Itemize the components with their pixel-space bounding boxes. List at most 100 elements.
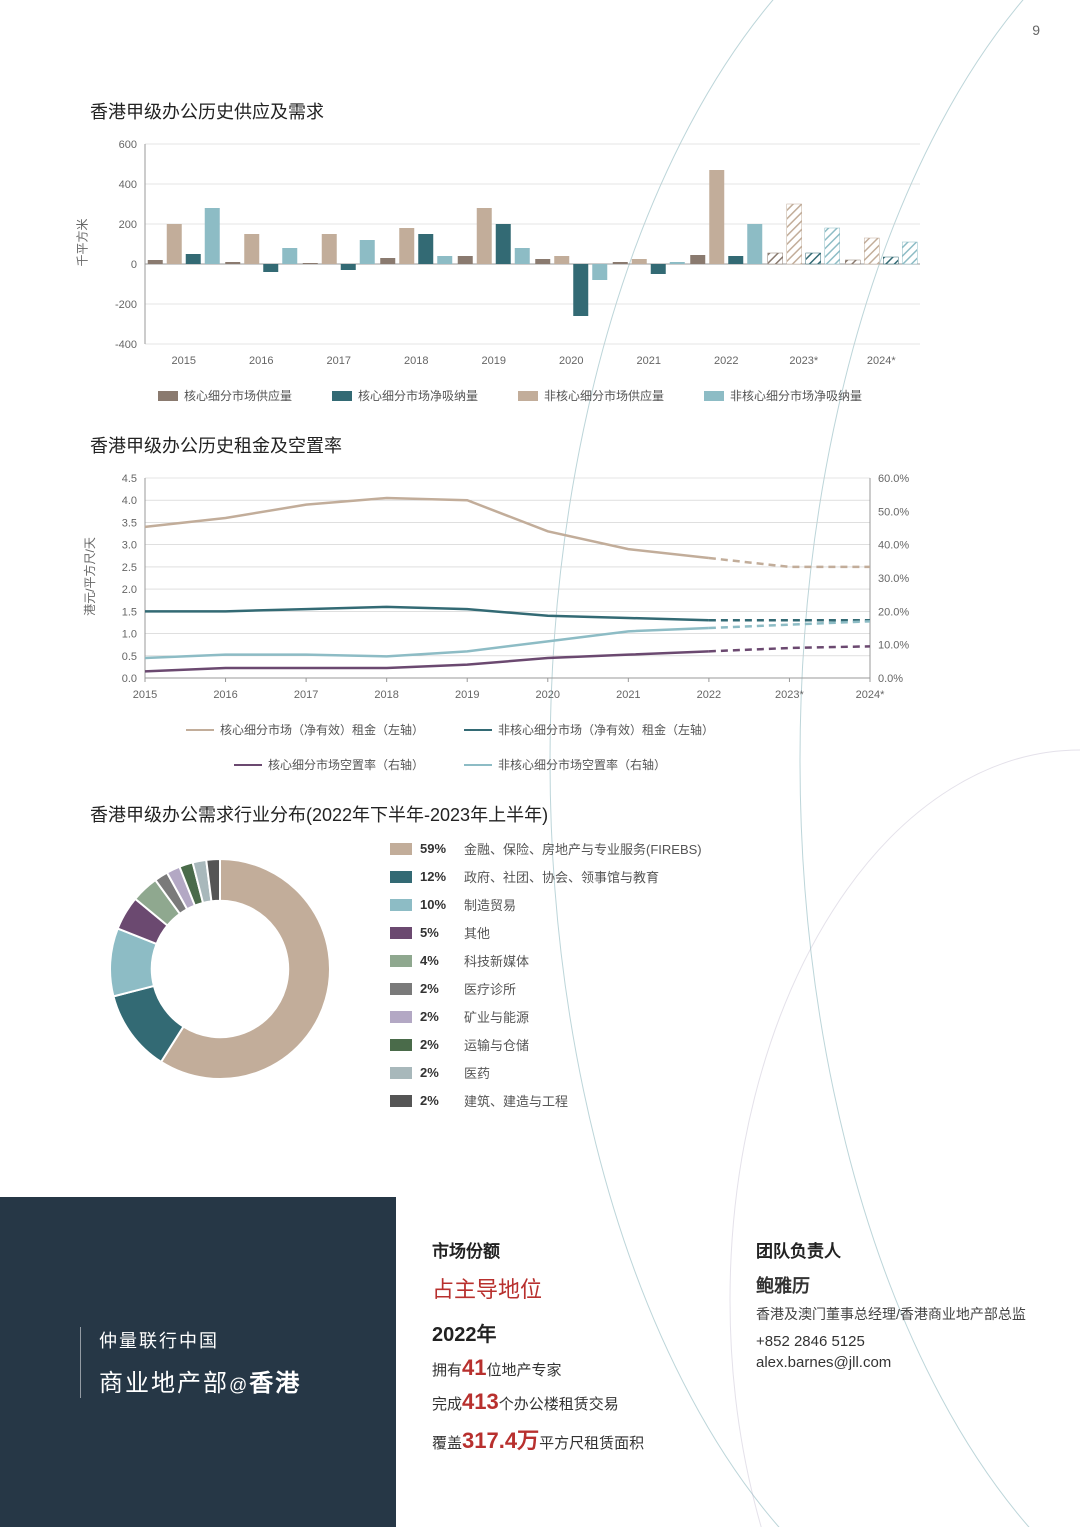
section1-title: 香港甲级办公历史供应及需求 bbox=[90, 98, 990, 124]
donut-label: 医药 bbox=[464, 1063, 490, 1082]
svg-text:2020: 2020 bbox=[536, 689, 560, 701]
donut-pct: 2% bbox=[420, 1009, 456, 1024]
donut-label: 其他 bbox=[464, 923, 490, 942]
market-share-year: 2022年 bbox=[432, 1318, 716, 1347]
donut-chart bbox=[90, 839, 350, 1099]
footer: 仲量联行中国 商业地产部@香港 市场份额 占主导地位 2022年 拥有41位地产… bbox=[0, 1197, 1080, 1527]
swatch bbox=[390, 1095, 412, 1107]
svg-text:2019: 2019 bbox=[455, 689, 479, 701]
svg-text:2.5: 2.5 bbox=[122, 562, 137, 574]
footer-at: @ bbox=[229, 1375, 249, 1395]
donut-label: 运输与仓储 bbox=[464, 1035, 529, 1054]
chart1-y-label: 千平方米 bbox=[74, 218, 91, 266]
swatch bbox=[390, 1067, 412, 1079]
donut-pct: 10% bbox=[420, 897, 456, 912]
stat-line: 覆盖317.4万平方尺租赁面积 bbox=[432, 1423, 716, 1455]
legend-label: 非核心细分市场（净有效）租金（左轴） bbox=[498, 721, 714, 738]
swatch bbox=[704, 391, 724, 401]
swatch bbox=[390, 843, 412, 855]
donut-pct: 12% bbox=[420, 869, 456, 884]
svg-text:2024*: 2024* bbox=[856, 689, 885, 701]
chart1-legend: 核心细分市场供应量 核心细分市场净吸纳量 非核心细分市场供应量 非核心细分市场净吸纳量 bbox=[90, 387, 930, 404]
svg-text:40.0%: 40.0% bbox=[878, 540, 909, 552]
footer-city: 香港 bbox=[249, 1370, 301, 1397]
svg-text:2021: 2021 bbox=[616, 689, 640, 701]
svg-text:2015: 2015 bbox=[133, 689, 157, 701]
svg-text:-200: -200 bbox=[115, 299, 137, 311]
donut-label: 金融、保险、房地产与专业服务(FIREBS) bbox=[464, 839, 702, 858]
svg-text:200: 200 bbox=[119, 219, 137, 231]
svg-text:2023*: 2023* bbox=[789, 355, 818, 367]
svg-text:0: 0 bbox=[131, 259, 137, 271]
svg-text:60.0%: 60.0% bbox=[878, 473, 909, 485]
svg-text:2022: 2022 bbox=[697, 689, 721, 701]
chart3-legend: 59% 金融、保险、房地产与专业服务(FIREBS) 12%政府、社团、协会、领事馆… bbox=[390, 839, 702, 1110]
chart2-y-label: 港元/平方尺/天 bbox=[81, 537, 98, 616]
svg-text:2022: 2022 bbox=[714, 355, 738, 367]
svg-text:2017: 2017 bbox=[327, 355, 351, 367]
swatch bbox=[390, 899, 412, 911]
svg-text:4.0: 4.0 bbox=[122, 495, 137, 507]
legend-item: 核心细分市场空置率（右轴） bbox=[234, 756, 424, 773]
svg-text:600: 600 bbox=[119, 139, 137, 151]
svg-text:2.0: 2.0 bbox=[122, 584, 137, 596]
svg-text:2015: 2015 bbox=[172, 355, 196, 367]
footer-brand-line2: 商业地产部@香港 bbox=[99, 1363, 396, 1398]
donut-pct: 2% bbox=[420, 1037, 456, 1052]
donut-label: 建筑、建造与工程 bbox=[464, 1091, 568, 1110]
donut-legend-row: 2% 医药 bbox=[390, 1063, 702, 1082]
svg-text:2020: 2020 bbox=[559, 355, 583, 367]
donut-label: 医疗诊所 bbox=[464, 979, 516, 998]
legend-label: 非核心细分市场供应量 bbox=[544, 387, 664, 404]
svg-text:2018: 2018 bbox=[404, 355, 428, 367]
svg-text:0.0%: 0.0% bbox=[878, 673, 903, 685]
swatch bbox=[158, 391, 178, 401]
contact-column: 团队负责人 鲍雅历 香港及澳门董事总经理/香港商业地产部总监 +852 2846… bbox=[756, 1237, 1040, 1527]
contact-phone: +852 2846 5125 bbox=[756, 1333, 1040, 1350]
footer-right-panel: 市场份额 占主导地位 2022年 拥有41位地产专家完成413个办公楼租赁交易覆… bbox=[396, 1197, 1080, 1527]
donut-pct: 2% bbox=[420, 1065, 456, 1080]
svg-text:2019: 2019 bbox=[482, 355, 506, 367]
bar-chart: -400-20002004006002015201620172018201920… bbox=[90, 134, 930, 374]
swatch bbox=[390, 983, 412, 995]
svg-text:0.5: 0.5 bbox=[122, 651, 137, 663]
chart3-container: 59% 金融、保险、房地产与专业服务(FIREBS) 12%政府、社团、协会、领事馆… bbox=[90, 839, 990, 1110]
section2-title: 香港甲级办公历史租金及空置率 bbox=[90, 432, 990, 458]
svg-text:10.0%: 10.0% bbox=[878, 640, 909, 652]
svg-text:3.0: 3.0 bbox=[122, 540, 137, 552]
contact-name: 鲍雅历 bbox=[756, 1272, 1040, 1298]
donut-pct: 4% bbox=[420, 953, 456, 968]
market-share-dominant: 占主导地位 bbox=[432, 1272, 716, 1304]
donut-label: 制造贸易 bbox=[464, 895, 516, 914]
market-share-title: 市场份额 bbox=[432, 1237, 716, 1262]
svg-text:2017: 2017 bbox=[294, 689, 318, 701]
line-swatch bbox=[186, 729, 214, 731]
svg-text:30.0%: 30.0% bbox=[878, 573, 909, 585]
svg-text:20.0%: 20.0% bbox=[878, 606, 909, 618]
legend-label: 核心细分市场净吸纳量 bbox=[358, 387, 478, 404]
legend-item: 核心细分市场供应量 bbox=[158, 387, 292, 404]
legend-item: 非核心细分市场供应量 bbox=[518, 387, 664, 404]
donut-pct: 2% bbox=[420, 1093, 456, 1108]
donut-pct: 59% bbox=[420, 841, 456, 856]
footer-left-panel: 仲量联行中国 商业地产部@香港 bbox=[0, 1197, 396, 1527]
main-content: 香港甲级办公历史供应及需求 千平方米 -400-2000200400600201… bbox=[90, 98, 990, 1110]
donut-legend-row: 12%政府、社团、协会、领事馆与教育 bbox=[390, 867, 702, 886]
legend-label: 核心细分市场空置率（右轴） bbox=[268, 756, 424, 773]
svg-text:2021: 2021 bbox=[637, 355, 661, 367]
svg-text:2016: 2016 bbox=[213, 689, 237, 701]
legend-item: 非核心细分市场净吸纳量 bbox=[704, 387, 862, 404]
legend-item: 核心细分市场净吸纳量 bbox=[332, 387, 478, 404]
swatch bbox=[390, 927, 412, 939]
svg-text:2024*: 2024* bbox=[867, 355, 896, 367]
svg-text:1.0: 1.0 bbox=[122, 629, 137, 641]
donut-label: 科技新媒体 bbox=[464, 951, 529, 970]
line-swatch bbox=[464, 764, 492, 766]
legend-item: 非核心细分市场（净有效）租金（左轴） bbox=[464, 721, 714, 738]
legend-item: 非核心细分市场空置率（右轴） bbox=[464, 756, 666, 773]
donut-legend-row: 2% 运输与仓储 bbox=[390, 1035, 702, 1054]
legend-item: 核心细分市场（净有效）租金（左轴） bbox=[186, 721, 424, 738]
market-share-stats: 拥有41位地产专家完成413个办公楼租赁交易覆盖317.4万平方尺租赁面积 bbox=[432, 1355, 716, 1455]
stat-line: 拥有41位地产专家 bbox=[432, 1355, 716, 1381]
contact-title: 团队负责人 bbox=[756, 1237, 1040, 1262]
